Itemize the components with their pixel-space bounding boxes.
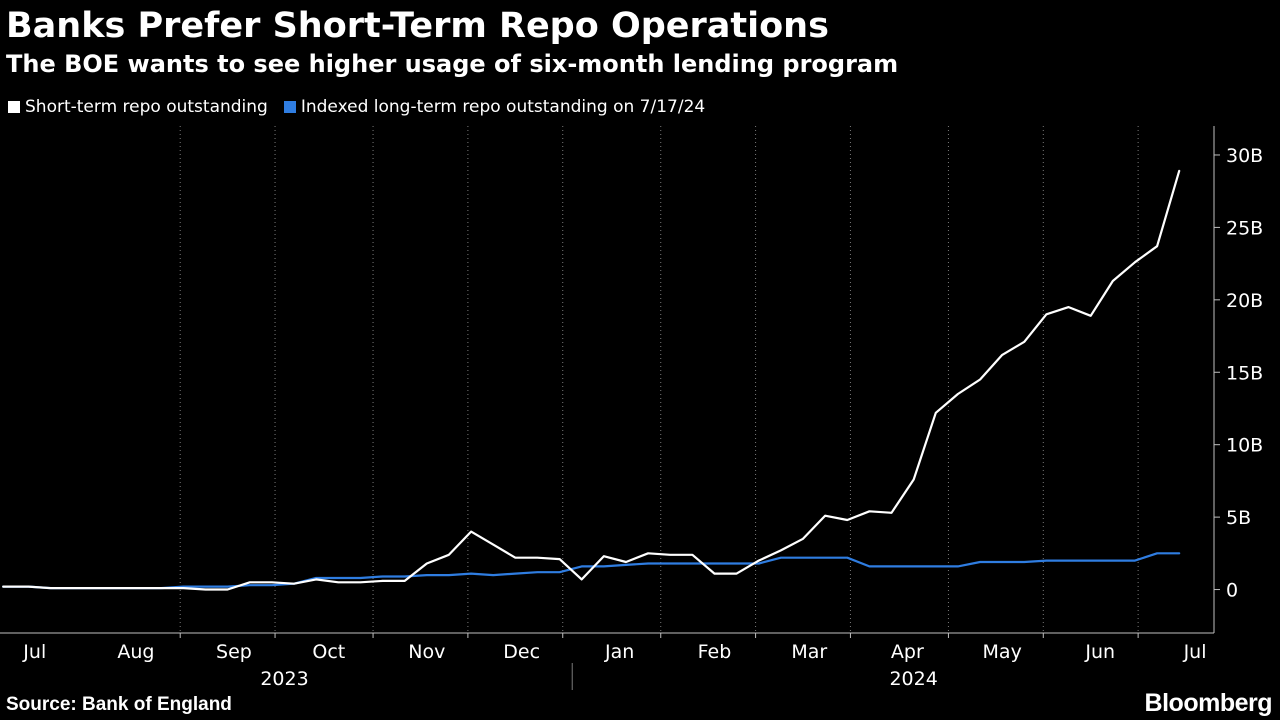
x-tick-label: Jun <box>1084 641 1115 663</box>
x-tick-label: Mar <box>791 641 827 663</box>
y-tick-label: 0 <box>1226 580 1238 602</box>
x-year-label: 2023 <box>260 668 308 690</box>
x-tick-label: Sep <box>216 641 252 663</box>
y-tick-label: 15B <box>1226 362 1263 384</box>
source-note: Source: Bank of England <box>6 694 232 715</box>
y-tick-label: 25B <box>1226 217 1263 239</box>
legend-swatch-long-term <box>283 101 296 113</box>
legend-item-short-term: Short-term repo outstanding <box>8 95 268 119</box>
chart-subtitle: The BOE wants to see higher usage of six… <box>6 50 899 78</box>
legend-swatch-short-term <box>8 101 20 113</box>
x-tick-label: Jul <box>1183 641 1207 663</box>
x-tick-label: Oct <box>312 641 345 663</box>
x-tick-label: Feb <box>698 641 732 663</box>
y-tick-label: 10B <box>1226 435 1263 457</box>
y-tick-label: 20B <box>1226 290 1263 312</box>
legend-item-long-term: Indexed long-term repo outstanding on 7/… <box>283 95 706 119</box>
x-tick-label: May <box>983 641 1022 663</box>
x-tick-label: Apr <box>891 641 924 663</box>
x-tick-label: Jan <box>604 641 634 663</box>
x-tick-label: Dec <box>503 641 540 663</box>
x-tick-label: Nov <box>408 641 445 663</box>
x-tick-label: Aug <box>117 641 154 663</box>
y-tick-label: 30B <box>1226 145 1263 167</box>
legend-label-short-term: Short-term repo outstanding <box>25 97 268 117</box>
x-tick-label: Jul <box>22 641 46 663</box>
series-line-short-term <box>2 169 1181 591</box>
legend: Short-term repo outstanding Indexed long… <box>8 95 721 119</box>
chart-title: Banks Prefer Short-Term Repo Operations <box>6 6 829 46</box>
y-tick-label: 5B <box>1226 507 1251 529</box>
x-year-label: 2024 <box>889 668 937 690</box>
bloomberg-logo: Bloomberg <box>1144 689 1273 717</box>
legend-label-long-term: Indexed long-term repo outstanding on 7/… <box>300 97 706 117</box>
